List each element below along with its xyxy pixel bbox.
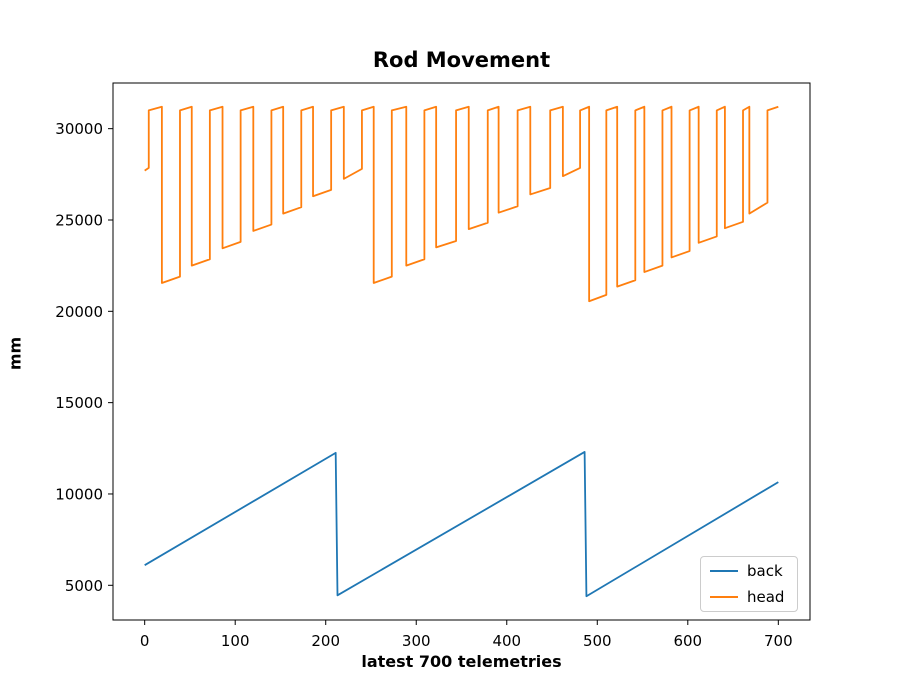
x-tick-label: 200 <box>311 632 340 650</box>
x-tick-label: 700 <box>764 632 793 650</box>
y-tick-label: 20000 <box>55 303 103 321</box>
legend-item-back: back <box>710 561 788 580</box>
legend-label-head: head <box>747 587 785 606</box>
x-tick-label: 600 <box>673 632 702 650</box>
y-tick-label: 25000 <box>55 211 103 229</box>
y-tick-label: 10000 <box>55 485 103 503</box>
back-line-swatch <box>710 570 738 572</box>
y-tick-label: 5000 <box>65 577 103 595</box>
chart-title: Rod Movement <box>372 48 551 72</box>
legend: back head <box>700 556 798 612</box>
head-line-swatch <box>710 596 738 598</box>
x-tick-label: 300 <box>402 632 431 650</box>
x-tick-label: 0 <box>140 632 150 650</box>
y-tick-label: 15000 <box>55 394 103 412</box>
x-axis-label: latest 700 telemetries <box>361 652 562 671</box>
y-tick-label: 30000 <box>55 120 103 138</box>
x-tick-label: 500 <box>583 632 612 650</box>
legend-item-head: head <box>710 587 788 606</box>
head-line <box>144 105 779 303</box>
back-line <box>144 451 779 598</box>
x-tick-label: 100 <box>221 632 250 650</box>
axes-spines <box>112 82 811 621</box>
legend-label-back: back <box>747 561 783 580</box>
x-tick-label: 400 <box>492 632 521 650</box>
